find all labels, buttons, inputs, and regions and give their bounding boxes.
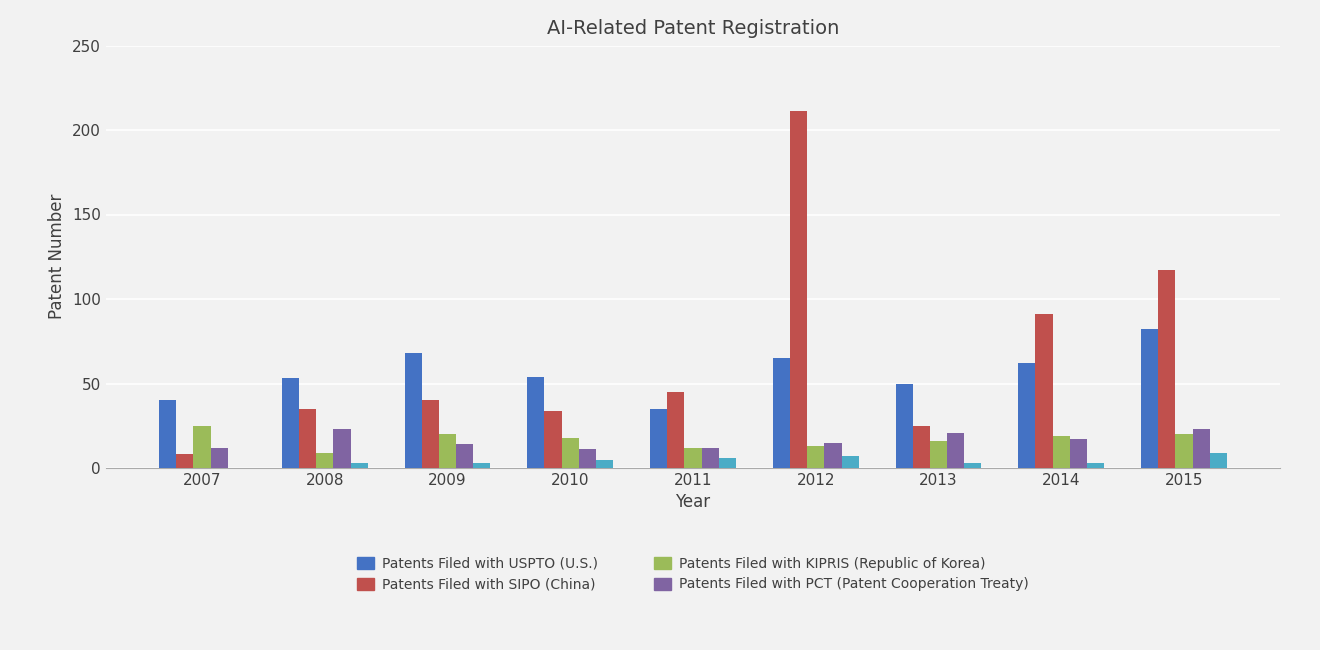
Bar <box>1071 439 1088 468</box>
Bar <box>315 453 334 468</box>
Bar <box>684 448 702 468</box>
Bar <box>912 426 929 468</box>
Bar <box>772 358 789 468</box>
Bar <box>421 400 438 468</box>
Y-axis label: Patent Number: Patent Number <box>49 194 66 319</box>
Bar <box>579 449 597 468</box>
Bar <box>649 409 667 468</box>
Bar <box>1210 453 1228 468</box>
Bar <box>929 441 948 468</box>
Bar <box>895 384 912 468</box>
Bar <box>825 443 842 468</box>
Bar <box>176 454 193 468</box>
Bar <box>457 445 474 468</box>
Bar <box>1140 330 1158 468</box>
Bar <box>965 463 982 468</box>
Bar <box>1052 436 1071 468</box>
Bar <box>404 353 421 468</box>
Bar <box>597 460 614 468</box>
Bar <box>842 456 859 468</box>
Bar <box>702 448 719 468</box>
Bar <box>527 377 544 468</box>
Bar <box>158 400 176 468</box>
Legend: Patents Filed with USPTO (U.S.), Patents Filed with SIPO (China), Patents Filed : Patents Filed with USPTO (U.S.), Patents… <box>352 551 1034 597</box>
Bar <box>561 437 579 468</box>
Bar <box>1193 429 1210 468</box>
Bar <box>281 378 298 468</box>
Bar <box>351 463 368 468</box>
Bar <box>789 111 807 468</box>
Bar <box>1158 270 1175 468</box>
Bar <box>948 432 965 468</box>
Bar <box>193 426 211 468</box>
Bar <box>1018 363 1035 468</box>
Bar <box>334 429 351 468</box>
Bar <box>1088 463 1105 468</box>
Bar <box>667 392 684 468</box>
Bar <box>474 463 491 468</box>
Title: AI-Related Patent Registration: AI-Related Patent Registration <box>546 20 840 38</box>
Bar <box>544 411 561 468</box>
X-axis label: Year: Year <box>676 493 710 512</box>
Bar <box>438 434 457 468</box>
Bar <box>719 458 737 468</box>
Bar <box>807 446 825 468</box>
Bar <box>298 409 315 468</box>
Bar <box>1035 314 1052 468</box>
Bar <box>211 448 228 468</box>
Bar <box>1175 434 1193 468</box>
